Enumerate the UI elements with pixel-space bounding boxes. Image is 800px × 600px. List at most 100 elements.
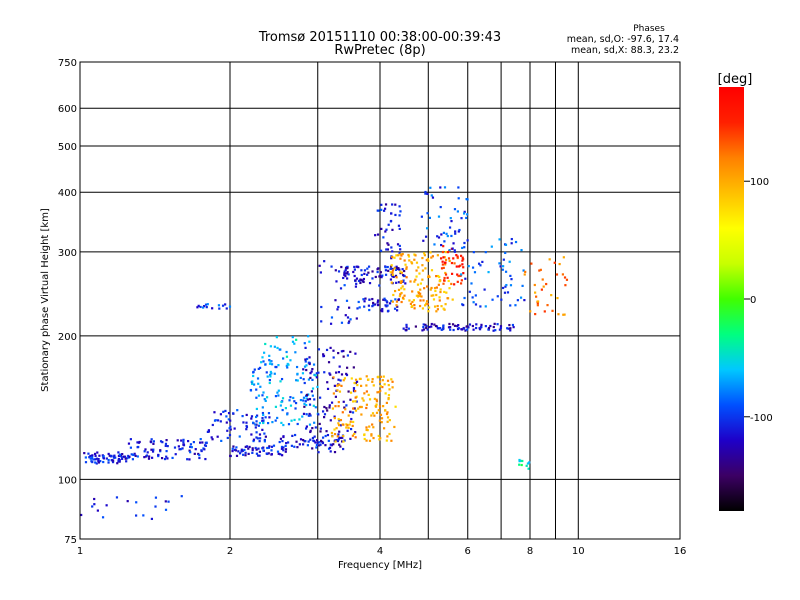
data-point	[457, 274, 460, 278]
data-point	[395, 281, 398, 284]
data-point	[419, 288, 422, 291]
data-point	[375, 398, 378, 401]
data-point	[384, 269, 388, 272]
data-point	[371, 270, 374, 273]
data-point	[446, 251, 450, 254]
data-point	[404, 282, 407, 285]
data-point	[443, 256, 446, 259]
data-point	[176, 439, 179, 442]
data-point	[458, 228, 461, 232]
data-point	[144, 448, 147, 451]
data-point	[95, 462, 98, 465]
data-point	[247, 452, 250, 456]
data-point	[91, 455, 94, 459]
data-point	[487, 328, 490, 331]
data-point	[327, 439, 330, 442]
data-point	[353, 381, 356, 385]
data-point	[518, 458, 521, 462]
data-point	[430, 286, 433, 290]
data-point	[508, 323, 511, 327]
data-point	[443, 240, 446, 243]
data-point	[152, 448, 155, 451]
x-tick-label: 1	[77, 546, 83, 557]
data-point	[405, 328, 408, 332]
data-point	[365, 375, 368, 378]
data-point	[342, 355, 345, 358]
data-point	[389, 278, 393, 281]
data-point	[367, 304, 371, 307]
data-point	[425, 300, 429, 303]
data-point	[442, 266, 445, 270]
data-point	[407, 253, 410, 257]
data-point	[125, 457, 129, 460]
data-point	[509, 274, 512, 277]
y-tick-label: 200	[58, 332, 77, 343]
data-point	[424, 267, 427, 270]
data-point	[93, 497, 96, 501]
data-point	[408, 299, 411, 302]
data-point	[416, 283, 420, 286]
data-point	[393, 289, 397, 293]
data-point	[382, 405, 385, 408]
data-point	[202, 305, 206, 308]
plot-frame	[79, 61, 681, 540]
data-point	[409, 280, 412, 283]
data-point	[398, 214, 401, 217]
data-point	[451, 247, 454, 250]
data-point	[378, 284, 381, 287]
data-point	[337, 438, 340, 441]
data-point	[450, 234, 453, 238]
data-point	[136, 441, 139, 444]
data-point	[333, 450, 337, 454]
data-point	[338, 383, 341, 386]
data-point	[262, 391, 265, 394]
grid-layer	[79, 62, 681, 539]
data-point	[305, 413, 308, 416]
data-point	[471, 324, 474, 328]
data-point	[360, 405, 363, 409]
data-point	[524, 270, 527, 273]
data-point	[435, 275, 438, 278]
data-point	[308, 412, 311, 416]
data-point	[197, 452, 200, 456]
data-point	[385, 412, 389, 416]
data-point	[441, 250, 444, 254]
data-point	[107, 461, 110, 464]
data-point	[354, 436, 357, 439]
y-axis-label: Stationary phase Virtual Height [km]	[40, 208, 51, 392]
data-point	[391, 386, 394, 389]
data-point	[514, 240, 518, 244]
data-point	[385, 401, 388, 405]
colorbar-tick-label: 0	[750, 295, 756, 306]
data-point	[281, 440, 284, 443]
data-point	[132, 453, 135, 457]
data-point	[99, 460, 102, 463]
data-point	[225, 307, 228, 310]
data-point	[264, 399, 267, 403]
data-point	[260, 361, 263, 364]
data-point	[365, 406, 368, 410]
data-point	[335, 280, 338, 283]
data-point	[306, 357, 309, 361]
data-point	[278, 440, 281, 444]
data-point	[91, 505, 94, 508]
data-point	[313, 398, 316, 401]
data-point	[391, 250, 394, 253]
data-point	[329, 443, 332, 446]
x-tick-label: 16	[674, 546, 687, 557]
data-point	[441, 328, 445, 331]
data-point	[179, 448, 183, 451]
data-point	[394, 298, 397, 301]
data-point	[251, 421, 255, 424]
data-point	[293, 342, 296, 345]
y-tick-label: 600	[58, 104, 77, 115]
data-point	[348, 306, 351, 309]
data-point	[407, 255, 411, 258]
data-point	[375, 411, 379, 414]
data-point	[316, 385, 319, 389]
data-point	[472, 251, 475, 254]
data-point	[373, 397, 376, 400]
data-point	[518, 463, 521, 466]
data-point	[346, 277, 349, 280]
data-point	[441, 260, 444, 263]
